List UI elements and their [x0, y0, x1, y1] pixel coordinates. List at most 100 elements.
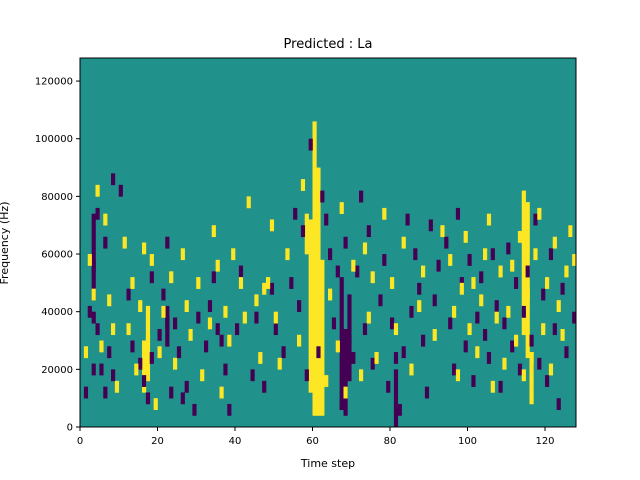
heatmap-cell-low	[91, 254, 96, 261]
heatmap-cell-low	[250, 369, 255, 376]
heatmap-cell-high	[269, 225, 275, 232]
heatmap-cell-high	[471, 277, 476, 284]
heatmap-cell-high	[145, 334, 151, 341]
heatmap-cell-high	[417, 300, 422, 307]
heatmap-cell-high	[308, 305, 313, 312]
heatmap-cell-low	[111, 179, 116, 186]
chart-title: Predicted : La	[284, 37, 373, 52]
heatmap-cell-low	[517, 363, 523, 370]
heatmap-cell-low	[169, 386, 174, 393]
heatmap-cell-low	[382, 254, 387, 261]
heatmap-cell-low	[118, 190, 123, 197]
heatmap-cell-low	[91, 363, 96, 370]
heatmap-cell-low	[192, 409, 197, 416]
heatmap-cell-low	[339, 398, 344, 405]
heatmap-cell-high	[521, 202, 526, 209]
heatmap-cell-high	[320, 409, 325, 416]
heatmap-cell-high	[521, 190, 526, 197]
heatmap-cell-low	[331, 323, 337, 330]
heatmap-cell-high	[374, 352, 379, 359]
heatmap-cell-high	[525, 236, 530, 243]
heatmap-cell-low	[490, 254, 495, 261]
heatmap-cell-high	[145, 323, 151, 330]
heatmap-cell-low	[165, 334, 170, 341]
heatmap-cell-high	[312, 150, 317, 157]
heatmap-cell-low	[347, 328, 352, 336]
heatmap-cell-high	[366, 311, 371, 318]
heatmap-cell-low	[145, 392, 151, 399]
heatmap-cell-low	[145, 398, 151, 405]
heatmap-cell-low	[91, 317, 96, 324]
heatmap-cell-low	[506, 248, 511, 255]
heatmap-cell-low	[95, 213, 100, 220]
heatmap-cell-low	[452, 363, 457, 370]
heatmap-cell-high	[316, 271, 321, 278]
heatmap-cell-low	[149, 357, 154, 364]
heatmap-cell-high	[521, 242, 526, 249]
heatmap-cell-high	[312, 392, 317, 399]
heatmap-cell-high	[320, 403, 325, 411]
heatmap-cell-high	[312, 282, 317, 289]
heatmap-cell-high	[359, 375, 364, 382]
heatmap-cell-low	[83, 392, 89, 399]
heatmap-cell-high	[514, 340, 519, 347]
heatmap-cell-high	[254, 300, 259, 307]
heatmap-cell-high	[552, 242, 557, 249]
heatmap-cell-low	[91, 282, 96, 289]
heatmap-cell-high	[498, 265, 503, 272]
heatmap-cell-high	[173, 357, 178, 364]
x-tick-label: 0	[77, 436, 83, 447]
heatmap-cell-high	[130, 277, 135, 284]
heatmap-cell-high	[328, 288, 333, 295]
heatmap-cell-high	[510, 265, 515, 272]
heatmap-cell-low	[165, 236, 170, 243]
y-tick-label: 120000	[35, 77, 73, 88]
heatmap-cell-low	[176, 346, 182, 353]
heatmap-cell-low	[428, 225, 433, 232]
heatmap-cell-low	[455, 213, 461, 220]
heatmap-cell-low	[401, 352, 406, 359]
heatmap-cell-high	[304, 236, 309, 243]
heatmap-cell-high	[308, 248, 313, 255]
heatmap-cell-low	[165, 311, 170, 318]
heatmap-cell-high	[525, 311, 530, 318]
heatmap-cell-high	[308, 300, 313, 307]
heatmap-cell-high	[312, 202, 317, 209]
heatmap-cell-low	[339, 363, 344, 370]
heatmap-cell-high	[545, 282, 550, 289]
x-tick-label: 40	[229, 436, 242, 447]
heatmap-cell-high	[320, 300, 325, 307]
heatmap-cell-high	[312, 144, 317, 151]
heatmap-cell-high	[308, 346, 313, 353]
heatmap-cell-high	[269, 219, 275, 226]
heatmap-cell-high	[510, 259, 515, 266]
heatmap-cell-low	[343, 352, 348, 359]
heatmap-cell-high	[308, 242, 313, 249]
heatmap-cell-high	[506, 305, 511, 312]
heatmap-cell-high	[312, 340, 317, 347]
heatmap-cell-low	[235, 323, 240, 330]
heatmap-cell-low	[413, 248, 418, 255]
heatmap-cell-high	[312, 138, 317, 145]
heatmap-cell-low	[335, 271, 340, 278]
heatmap-cell-low	[161, 294, 166, 301]
heatmap-cell-low	[339, 346, 344, 353]
heatmap-cell-high	[479, 294, 484, 301]
heatmap-cell-high	[529, 363, 534, 370]
heatmap-cell-low	[111, 375, 116, 382]
heatmap-cell-high	[312, 363, 317, 370]
heatmap-cell-high	[320, 352, 325, 359]
heatmap-cell-high	[312, 403, 317, 411]
heatmap-cell-low	[339, 380, 344, 387]
heatmap-cell-high	[277, 357, 282, 364]
heatmap-cell-low	[316, 352, 321, 359]
heatmap-cell-low	[165, 323, 170, 330]
heatmap-cell-high	[471, 282, 476, 289]
heatmap-cell-low	[269, 282, 275, 289]
heatmap-cell-high	[308, 340, 313, 347]
heatmap-cell-high	[409, 363, 414, 370]
heatmap-cell-high	[521, 236, 526, 243]
heatmap-cell-low	[409, 311, 414, 318]
heatmap-cell-high	[467, 328, 472, 336]
heatmap-cell-high	[529, 386, 534, 393]
